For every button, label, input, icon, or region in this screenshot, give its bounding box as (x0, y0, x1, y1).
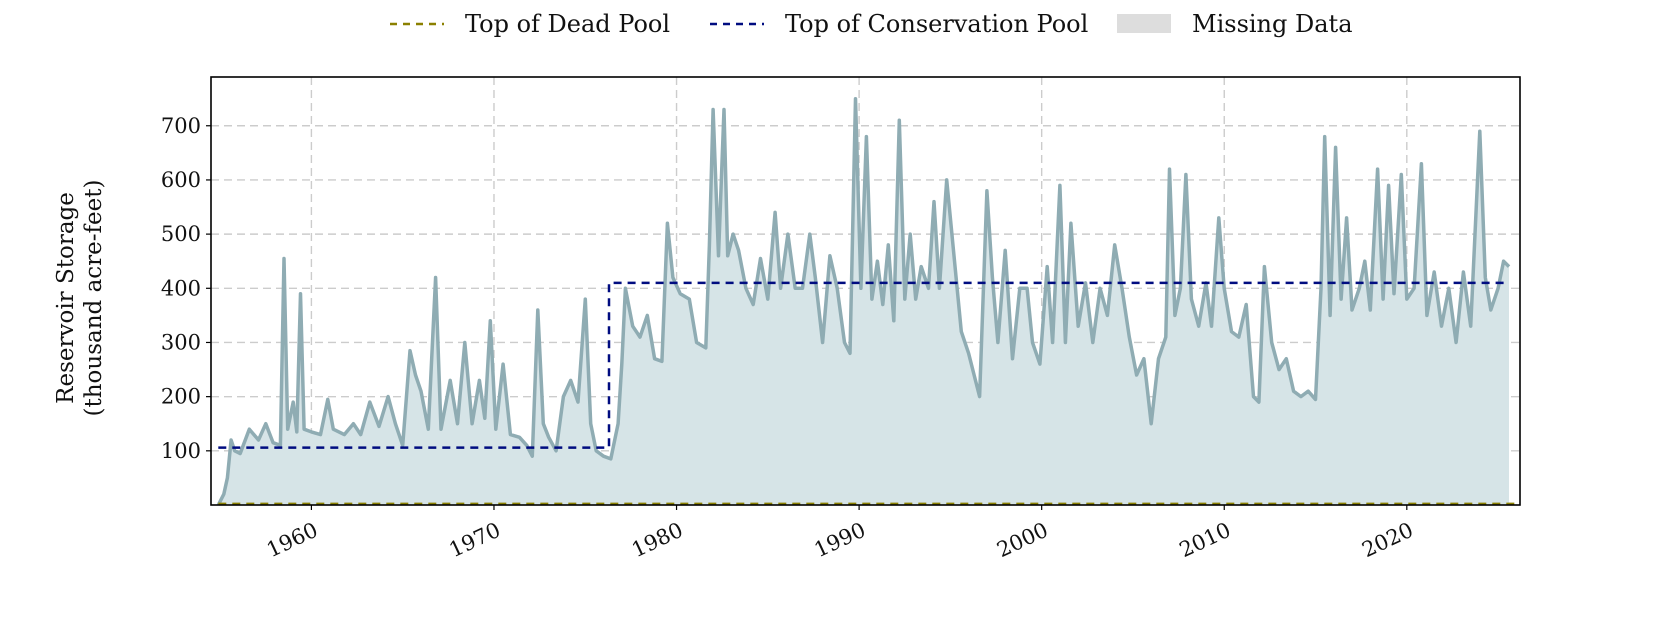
y-tick-label: 300 (161, 330, 201, 354)
x-tick-label: 1990 (811, 518, 870, 562)
legend: Top of Dead Pool Top of Conservation Poo… (390, 10, 1353, 38)
y-tick-label: 100 (161, 439, 201, 463)
legend-entry-conservation-pool: Top of Conservation Pool (710, 10, 1088, 38)
legend-label-conservation-pool: Top of Conservation Pool (785, 10, 1088, 38)
x-tick-label: 2010 (1176, 518, 1235, 562)
y-axis-label: Reservoir Storage (thousand acre-feet) (53, 180, 107, 417)
y-tick-label: 600 (161, 168, 201, 192)
legend-label-missing-data: Missing Data (1192, 10, 1353, 38)
x-tick-label: 2000 (993, 518, 1052, 562)
x-axis-ticks: 1960 1970 1980 1990 2000 2010 2020 (263, 505, 1417, 562)
y-axis-label-line-2: (thousand acre-feet) (81, 180, 107, 417)
storage-series-line (216, 96, 1511, 506)
plot-frame (210, 76, 1521, 506)
legend-label-dead-pool: Top of Dead Pool (465, 10, 670, 38)
plot-area: 100 200 300 400 500 600 700 1960 1970 1980 1990 20… (161, 76, 1521, 562)
y-tick-label: 500 (161, 222, 201, 246)
legend-swatch-missing-data (1117, 14, 1171, 33)
y-tick-label: 700 (161, 114, 201, 138)
y-axis-label-line-1: Reservoir Storage (53, 192, 79, 404)
x-tick-label: 2020 (1358, 518, 1417, 562)
x-tick-label: 1960 (263, 518, 322, 562)
x-tick-label: 1970 (446, 518, 505, 562)
y-tick-label: 200 (161, 385, 201, 409)
legend-entry-missing-data: Missing Data (1117, 10, 1353, 38)
storage-area-fill (218, 98, 1509, 505)
y-axis-ticks: 100 200 300 400 500 600 700 (161, 114, 211, 463)
y-tick-label: 400 (161, 276, 201, 300)
legend-entry-dead-pool: Top of Dead Pool (390, 10, 670, 38)
x-tick-label: 1980 (628, 518, 687, 562)
